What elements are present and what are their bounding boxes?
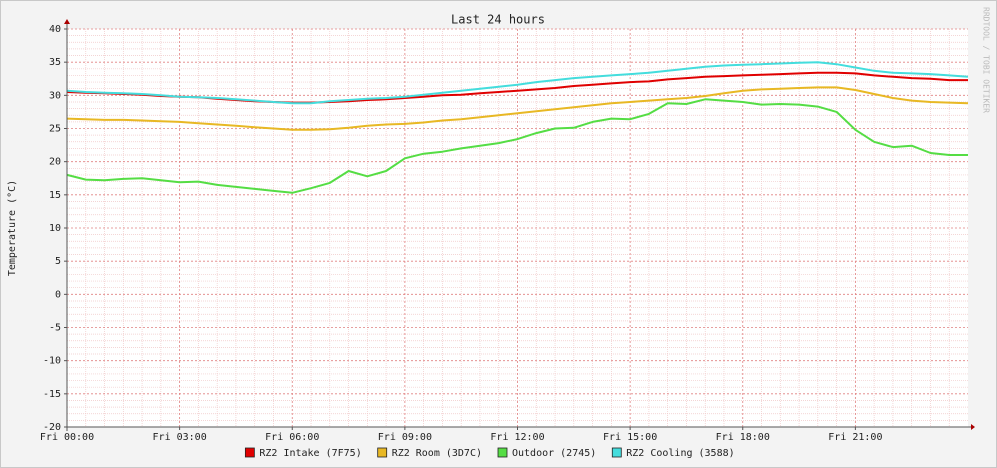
legend-swatch: [244, 447, 255, 458]
series-line: [66, 98, 968, 194]
y-tick-label: 35: [49, 57, 61, 68]
y-axis-label: Temperature (°C): [7, 180, 18, 276]
legend-swatch: [611, 447, 622, 458]
y-tick-label: -5: [49, 323, 61, 334]
chart-title: Last 24 hours: [451, 13, 545, 27]
x-tick-label: Fri 18:00: [716, 432, 770, 443]
y-tick-label: -20: [43, 422, 61, 433]
y-tick-label: 30: [49, 90, 61, 101]
x-tick-label: Fri 15:00: [603, 432, 657, 443]
y-tick-label: 0: [55, 289, 61, 300]
watermark: RRDTOOL / TOBI OETIKER: [982, 7, 991, 113]
axis-arrow: [971, 424, 975, 430]
series-line: [66, 61, 969, 105]
y-tick-label: 10: [49, 223, 61, 234]
x-tick-label: Fri 03:00: [153, 432, 207, 443]
series-line: [66, 86, 969, 131]
legend-swatch: [497, 447, 508, 458]
legend-swatch: [377, 447, 388, 458]
y-tick-label: 40: [49, 24, 61, 35]
x-tick-label: Fri 12:00: [490, 432, 544, 443]
legend-label: RZ2 Intake (7F75): [259, 448, 361, 459]
y-tick-label: -10: [43, 356, 61, 367]
y-tick-label: 5: [55, 256, 61, 267]
x-tick-label: Fri 00:00: [40, 432, 94, 443]
x-tick-label: Fri 06:00: [265, 432, 319, 443]
x-tick-label: Fri 21:00: [828, 432, 882, 443]
x-tick-label: Fri 09:00: [378, 432, 432, 443]
axis-arrow: [64, 19, 70, 24]
legend-label: RZ2 Room (3D7C): [392, 448, 482, 459]
legend-label: Outdoor (2745): [512, 448, 596, 459]
y-tick-label: 25: [49, 124, 61, 135]
y-tick-label: -15: [43, 389, 61, 400]
y-tick-label: 15: [49, 190, 61, 201]
y-tick-label: 20: [49, 157, 61, 168]
legend-label: RZ2 Cooling (3588): [626, 448, 734, 459]
